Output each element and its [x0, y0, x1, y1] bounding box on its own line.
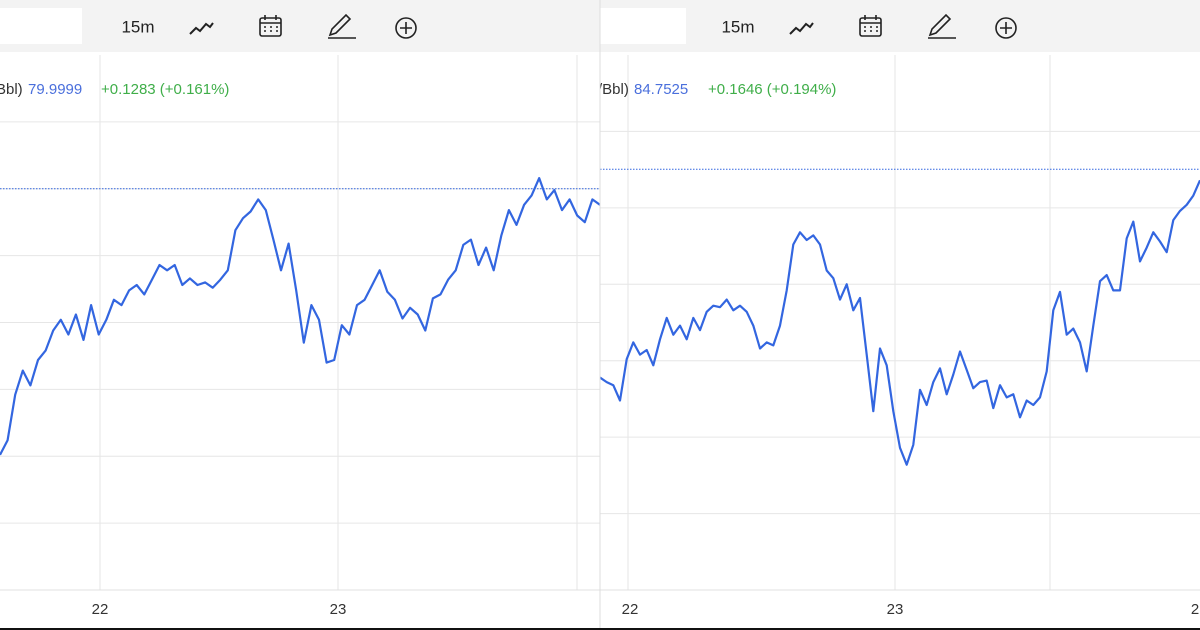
add-cross [1000, 22, 1012, 34]
legend-symbol: /Bbl) [598, 81, 629, 98]
add-circle [395, 17, 417, 39]
calendar-icon[interactable] [859, 15, 882, 37]
calendar-icon[interactable] [259, 15, 282, 37]
legend-symbol: Bbl) [0, 81, 23, 98]
chart-panel: 15m 22 23 Bbl) 79.9999 +0.1283 (+0.161%) [0, 0, 600, 618]
add-circle [995, 17, 1017, 39]
calendar-frame [859, 17, 882, 37]
add-icon[interactable] [995, 17, 1017, 39]
x-tick-label: 23 [887, 601, 904, 618]
x-tick-label: 22 [622, 601, 639, 618]
symbol-input[interactable] [600, 8, 686, 44]
panel-body: 15m 22 23 Bbl) 79.9999 +0.1283 (+0.161%) [0, 0, 600, 618]
symbol-input[interactable] [0, 8, 82, 44]
legend-price: 79.9999 [28, 81, 82, 98]
draw-icon[interactable] [328, 13, 356, 39]
x-tick-label: 2 [1191, 601, 1199, 618]
toolbar [0, 0, 600, 52]
calendar-frame [259, 17, 282, 37]
chart-type-icon[interactable] [189, 22, 214, 35]
calendar-dots [260, 15, 281, 32]
interval-button[interactable]: 15m [121, 17, 154, 36]
price-line [0, 177, 600, 456]
legend-change: +0.1283 (+0.161%) [101, 81, 229, 98]
toolbar [600, 0, 1200, 52]
x-tick-label: 22 [92, 601, 109, 618]
panel-body: 15m 22 23 2/Bbl) 84.7525 +0.1646 (+0.194%) [598, 0, 1200, 618]
price-line [600, 179, 1200, 466]
add-cross [400, 22, 412, 34]
legend-change: +0.1646 (+0.194%) [708, 81, 836, 98]
add-icon[interactable] [395, 17, 417, 39]
chart-panel: 15m 22 23 2/Bbl) 84.7525 +0.1646 (+0.194%) [598, 0, 1200, 618]
chart-type-icon[interactable] [789, 22, 814, 35]
draw-icon[interactable] [928, 13, 956, 39]
x-tick-label: 23 [330, 601, 347, 618]
legend-price: 84.7525 [634, 81, 688, 98]
interval-button[interactable]: 15m [721, 17, 754, 36]
calendar-dots [860, 15, 881, 32]
